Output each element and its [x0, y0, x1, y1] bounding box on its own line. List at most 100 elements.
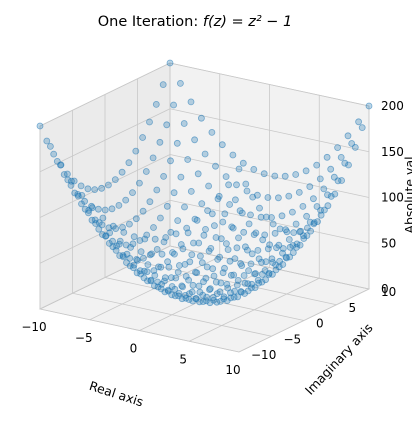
- y-tick-label: −5: [284, 332, 302, 346]
- data-point: [205, 182, 213, 190]
- data-point: [214, 195, 222, 203]
- data-point: [123, 250, 131, 258]
- data-point: [130, 261, 138, 269]
- data-point: [259, 236, 267, 244]
- data-point: [115, 201, 123, 209]
- data-point: [209, 265, 217, 273]
- data-points: [36, 59, 373, 307]
- data-point: [292, 171, 300, 178]
- data-point: [122, 196, 130, 204]
- data-point: [176, 80, 184, 87]
- data-point: [133, 269, 141, 277]
- data-point: [255, 279, 263, 287]
- data-point: [167, 157, 174, 165]
- data-point: [231, 255, 239, 263]
- data-point: [50, 150, 58, 158]
- x-tick-label: −5: [75, 331, 93, 345]
- data-point: [139, 134, 147, 141]
- z-gridline-back: [169, 62, 370, 107]
- data-point: [206, 285, 214, 293]
- data-point: [116, 252, 124, 260]
- data-point: [140, 267, 148, 275]
- data-point: [249, 193, 257, 201]
- data-point: [285, 192, 293, 200]
- data-point: [229, 151, 237, 159]
- data-point: [172, 274, 180, 282]
- data-point: [219, 218, 227, 226]
- z-tick-label: 50: [381, 236, 396, 250]
- data-point: [105, 181, 112, 189]
- data-point: [295, 188, 303, 196]
- data-point: [130, 233, 138, 241]
- data-point: [262, 258, 270, 266]
- data-point: [234, 276, 242, 284]
- data-point: [289, 249, 297, 257]
- data-point: [137, 248, 145, 256]
- data-point: [181, 203, 188, 211]
- data-point: [106, 229, 114, 237]
- data-point: [129, 189, 136, 197]
- z-tick-label: 100: [381, 191, 404, 205]
- data-point: [323, 153, 331, 161]
- data-point: [233, 244, 241, 252]
- data-point: [196, 288, 204, 296]
- data-point: [157, 263, 165, 271]
- z-gridline-left: [39, 245, 171, 310]
- x-tick-label: 5: [179, 352, 187, 366]
- data-point: [99, 231, 106, 238]
- data-point: [170, 101, 178, 109]
- data-point: [250, 165, 258, 173]
- data-point: [187, 187, 195, 195]
- data-point: [153, 186, 161, 194]
- y-tick-label: 5: [349, 301, 357, 315]
- x-axis-label: Real axis: [87, 378, 145, 410]
- z-tick-label: 0: [381, 282, 389, 296]
- data-point: [36, 122, 44, 130]
- data-point: [324, 202, 332, 210]
- data-point: [147, 276, 155, 284]
- z-gridline-back: [169, 245, 370, 290]
- data-point: [235, 234, 242, 242]
- data-point: [194, 170, 202, 178]
- y-tick-label: 0: [316, 317, 324, 331]
- data-point: [164, 287, 172, 295]
- y-gridline-floor: [39, 308, 240, 353]
- data-point: [84, 185, 92, 193]
- data-point: [95, 225, 103, 233]
- data-point: [262, 276, 270, 284]
- data-point: [238, 262, 246, 270]
- data-point: [174, 217, 182, 225]
- data-point: [182, 272, 190, 280]
- data-point: [188, 251, 196, 259]
- data-point: [210, 222, 218, 230]
- data-point: [241, 243, 249, 251]
- data-point: [351, 143, 359, 151]
- data-point: [317, 211, 325, 219]
- data-point: [255, 255, 263, 263]
- data-point: [233, 181, 240, 189]
- data-point: [271, 172, 279, 180]
- data-point: [192, 295, 200, 303]
- data-point: [252, 270, 259, 277]
- data-point: [163, 121, 171, 129]
- data-point: [203, 263, 211, 271]
- data-point: [64, 176, 72, 184]
- data-point: [196, 252, 204, 260]
- data-point: [213, 290, 221, 298]
- data-point: [201, 150, 209, 158]
- data-point: [299, 202, 307, 210]
- data-point: [179, 283, 187, 291]
- data-point: [202, 225, 209, 233]
- data-point: [244, 287, 252, 295]
- data-point: [132, 147, 140, 155]
- data-point: [283, 228, 291, 236]
- data-point: [227, 271, 235, 279]
- data-point: [268, 214, 275, 221]
- z-axis-label: Absolute val: [402, 156, 412, 233]
- data-point: [247, 211, 254, 219]
- data-point: [177, 173, 185, 181]
- data-point: [272, 266, 280, 274]
- data-point: [111, 176, 119, 184]
